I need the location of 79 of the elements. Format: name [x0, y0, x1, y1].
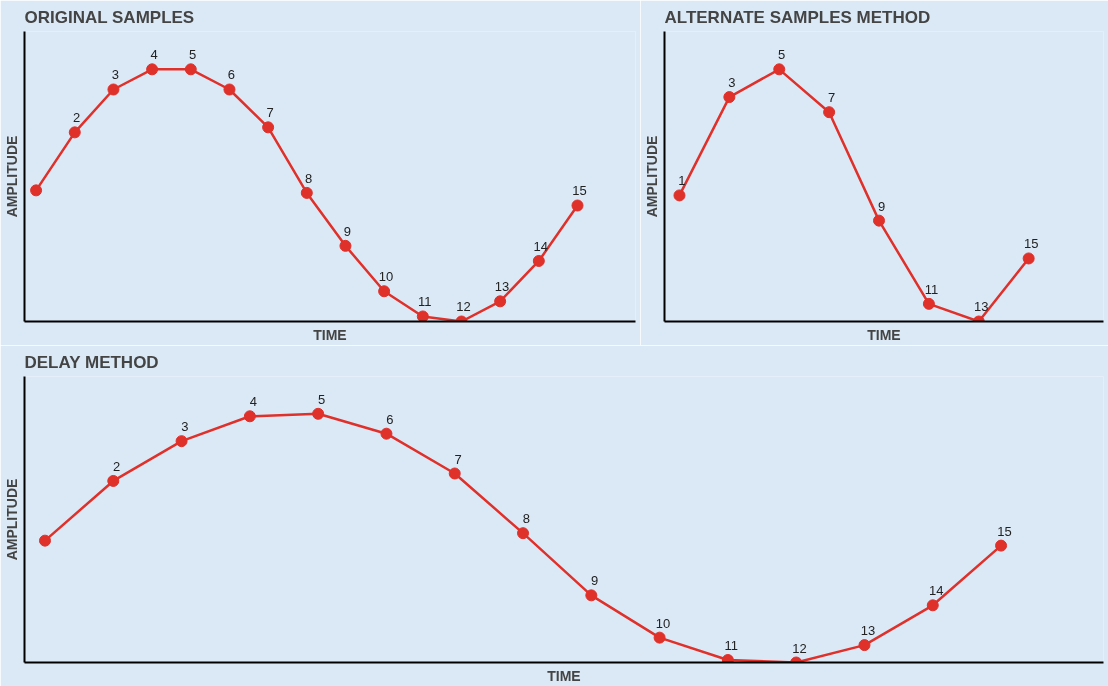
point — [68, 126, 81, 139]
point — [146, 63, 159, 76]
annotation: 3 — [728, 74, 736, 90]
annotation: 8 — [305, 170, 313, 186]
point — [416, 310, 429, 322]
y-axis-title: AMPLITUDE — [643, 135, 660, 218]
annotation: 12 — [792, 640, 807, 656]
point — [223, 83, 236, 96]
text: 5 — [778, 47, 786, 63]
annotation: 13 — [974, 299, 989, 315]
point — [723, 91, 736, 104]
point — [926, 599, 939, 612]
x-axis-title: TIME — [547, 667, 581, 684]
point — [300, 186, 313, 199]
point — [30, 184, 43, 197]
point — [673, 189, 686, 202]
annotation: 13 — [860, 623, 876, 639]
annotation: 2 — [73, 110, 81, 126]
annotation: 14 — [533, 238, 548, 254]
point — [380, 427, 393, 440]
annotation: 11 — [418, 294, 432, 310]
annotation: 15 — [1023, 236, 1039, 252]
annotation: 2 — [113, 459, 121, 474]
annotation: 9 — [877, 198, 886, 214]
x-axis-title: TIME — [313, 326, 347, 343]
annotation: 3 — [111, 67, 119, 83]
point — [38, 534, 51, 547]
point — [262, 121, 275, 134]
point — [243, 410, 256, 423]
annotation: 15 — [997, 523, 1012, 539]
point — [312, 407, 325, 420]
annotation: 11 — [724, 638, 739, 654]
text: 4 — [249, 394, 257, 410]
annotation: 10 — [378, 269, 394, 285]
annotation: 1 — [678, 173, 686, 189]
annotation: 8 — [522, 511, 531, 527]
point — [571, 199, 584, 212]
chart-title: ORIGINAL SAMPLES — [24, 7, 195, 27]
annotation: 6 — [227, 67, 236, 83]
point — [107, 83, 120, 96]
y-axis-title: AMPLITUDE — [3, 478, 20, 561]
text: 4 — [150, 47, 158, 63]
y-axis-title: AMPLITUDE — [3, 135, 20, 218]
point — [184, 63, 197, 76]
point — [653, 631, 666, 644]
point — [107, 474, 120, 487]
point — [378, 285, 391, 298]
annotation: 7 — [454, 451, 462, 467]
text: 5 — [317, 391, 326, 407]
point — [995, 539, 1008, 552]
annotation: 3 — [181, 419, 189, 435]
annotation: 11 — [924, 281, 939, 297]
point — [517, 527, 530, 540]
point — [494, 295, 507, 308]
annotation: 15 — [572, 183, 587, 199]
point — [532, 254, 545, 267]
point — [448, 467, 461, 480]
point — [339, 239, 352, 252]
annotation: 9 — [591, 573, 599, 589]
annotation: 10 — [655, 615, 671, 631]
point — [585, 589, 598, 602]
point — [922, 297, 935, 310]
chart-title: DELAY METHOD — [24, 352, 159, 372]
annotation: 6 — [386, 411, 394, 427]
point — [858, 639, 871, 652]
chart-title: ALTERNATE SAMPLES METHOD — [664, 7, 931, 27]
point — [175, 435, 188, 448]
x-axis-title: TIME — [867, 326, 901, 343]
annotation: 7 — [828, 90, 836, 106]
point — [773, 63, 786, 76]
point — [1022, 252, 1035, 265]
point — [823, 106, 836, 119]
annotation: 13 — [494, 279, 510, 295]
annotation: 14 — [928, 583, 944, 599]
annotation: 9 — [343, 223, 352, 239]
annotation: 7 — [266, 105, 274, 121]
annotation: 12 — [456, 299, 471, 315]
point — [873, 214, 886, 227]
text: 5 — [189, 47, 197, 63]
